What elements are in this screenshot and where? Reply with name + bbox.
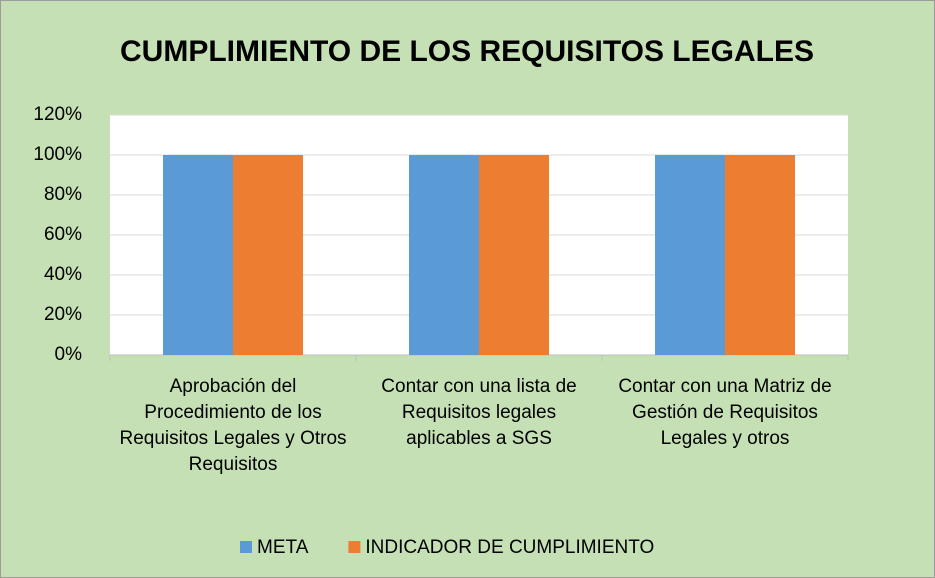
y-tick-label: 100% [33, 144, 82, 165]
legend-label: META [257, 537, 309, 558]
chart-title: CUMPLIMIENTO DE LOS REQUISITOS LEGALES [120, 35, 814, 68]
y-tick-label: 80% [44, 184, 82, 205]
y-tick-label: 60% [44, 224, 82, 245]
bar [655, 155, 725, 355]
bar [233, 155, 303, 355]
x-tick-label: Contar con una lista de Requisitos legal… [381, 376, 577, 449]
bar [409, 155, 479, 355]
bar [725, 155, 795, 355]
bar [163, 155, 233, 355]
y-tick-label: 40% [44, 264, 82, 285]
y-tick-label: 120% [33, 104, 82, 125]
legend-swatch [348, 541, 361, 553]
legend-swatch [240, 541, 252, 553]
y-tick-label: 20% [44, 304, 82, 325]
bar [479, 155, 549, 355]
legend-label: INDICADOR DE CUMPLIMIENTO [365, 537, 654, 558]
x-tick-label: Aprobación del Procedimiento de los Requ… [119, 376, 347, 475]
y-tick-label: 0% [55, 344, 83, 365]
x-tick-label: Contar con una Matriz de Gestión de Requ… [618, 376, 832, 449]
